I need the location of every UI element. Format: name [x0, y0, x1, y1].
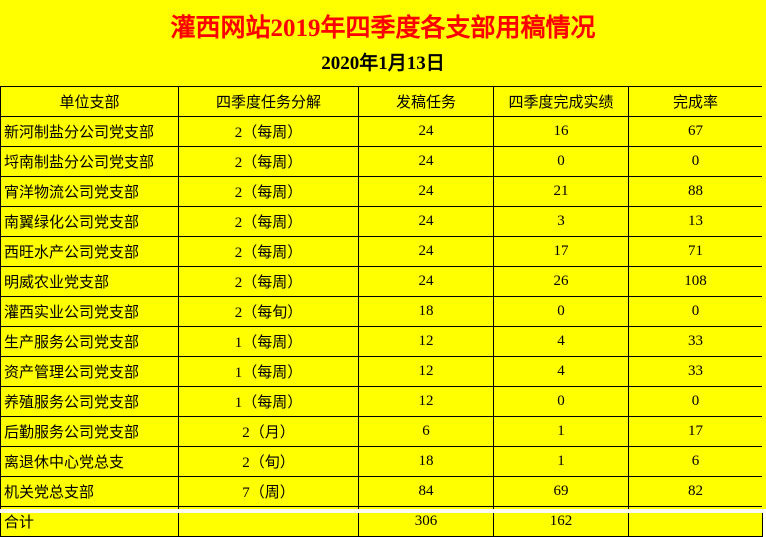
cell-unit: 离退休中心党总支 [0, 446, 179, 477]
table-row: 西旺水产公司党支部 2（每周） 24 17 71 [0, 236, 763, 267]
cell-unit: 养殖服务公司党支部 [0, 386, 179, 417]
cell-task-breakdown: 1（每周） [178, 386, 359, 417]
cell-actual: 0 [493, 146, 629, 177]
table-row: 后勤服务公司党支部 2（月） 6 1 17 [0, 416, 763, 447]
column-header-unit: 单位支部 [0, 86, 179, 117]
cell-actual: 0 [493, 296, 629, 327]
cell-rate: 33 [628, 356, 763, 387]
cell-actual: 3 [493, 206, 629, 237]
table-row: 新河制盐分公司党支部 2（每周） 24 16 67 [0, 116, 763, 147]
bottom-margin-strip [0, 509, 766, 513]
cell-rate: 67 [628, 116, 763, 147]
table-row: 生产服务公司党支部 1（每周） 12 4 33 [0, 326, 763, 357]
cell-actual: 0 [493, 386, 629, 417]
cell-unit: 明威农业党支部 [0, 266, 179, 297]
cell-task-breakdown: 2（每周） [178, 236, 359, 267]
cell-unit: 资产管理公司党支部 [0, 356, 179, 387]
page-title: 灌西网站2019年四季度各支部用稿情况 [170, 15, 596, 42]
cell-unit: 新河制盐分公司党支部 [0, 116, 179, 147]
cell-rate: 6 [628, 446, 763, 477]
table-row: 资产管理公司党支部 1（每周） 12 4 33 [0, 356, 763, 387]
cell-task-breakdown: 2（每周） [178, 266, 359, 297]
table-row: 南翼绿化公司党支部 2（每周） 24 3 13 [0, 206, 763, 237]
report-table-wrapper: 单位支部 四季度任务分解 发稿任务 四季度完成实绩 完成率 新河制盐分公司党支部… [0, 86, 763, 537]
cell-task-breakdown: 2（旬） [178, 446, 359, 477]
cell-task-breakdown: 1（每周） [178, 356, 359, 387]
cell-task-target: 84 [358, 476, 494, 507]
table-row: 养殖服务公司党支部 1（每周） 12 0 0 [0, 386, 763, 417]
cell-rate: 13 [628, 206, 763, 237]
cell-task-breakdown: 2（每周） [178, 116, 359, 147]
cell-rate: 33 [628, 326, 763, 357]
cell-rate: 88 [628, 176, 763, 207]
table-row: 埒南制盐分公司党支部 2（每周） 24 0 0 [0, 146, 763, 177]
table-row: 离退休中心党总支 2（旬） 18 1 6 [0, 446, 763, 477]
cell-unit: 生产服务公司党支部 [0, 326, 179, 357]
cell-task-breakdown: 2（每旬） [178, 296, 359, 327]
cell-actual: 26 [493, 266, 629, 297]
cell-actual: 17 [493, 236, 629, 267]
cell-actual: 69 [493, 476, 629, 507]
cell-task-target: 12 [358, 386, 494, 417]
column-header-rate: 完成率 [628, 86, 763, 117]
cell-task-breakdown: 2（每周） [178, 176, 359, 207]
cell-rate: 108 [628, 266, 763, 297]
cell-task-breakdown: 2（每周） [178, 206, 359, 237]
right-margin-strip [762, 86, 766, 509]
cell-task-target: 18 [358, 296, 494, 327]
cell-rate: 0 [628, 386, 763, 417]
table-header: 单位支部 四季度任务分解 发稿任务 四季度完成实绩 完成率 [0, 86, 763, 117]
cell-unit: 埒南制盐分公司党支部 [0, 146, 179, 177]
cell-unit: 宵洋物流公司党支部 [0, 176, 179, 207]
cell-unit: 机关党总支部 [0, 476, 179, 507]
cell-unit: 西旺水产公司党支部 [0, 236, 179, 267]
table-header-row: 单位支部 四季度任务分解 发稿任务 四季度完成实绩 完成率 [0, 86, 763, 117]
report-date: 2020年1月13日 [321, 53, 445, 74]
table-row: 机关党总支部 7（周） 84 69 82 [0, 476, 763, 507]
table-row: 灌西实业公司党支部 2（每旬） 18 0 0 [0, 296, 763, 327]
cell-task-target: 24 [358, 176, 494, 207]
cell-task-target: 24 [358, 236, 494, 267]
cell-actual: 1 [493, 446, 629, 477]
cell-rate: 71 [628, 236, 763, 267]
report-table: 单位支部 四季度任务分解 发稿任务 四季度完成实绩 完成率 新河制盐分公司党支部… [0, 86, 763, 537]
column-header-task-breakdown: 四季度任务分解 [178, 86, 359, 117]
cell-unit: 灌西实业公司党支部 [0, 296, 179, 327]
cell-actual: 4 [493, 326, 629, 357]
cell-task-target: 24 [358, 116, 494, 147]
cell-actual: 4 [493, 356, 629, 387]
cell-task-breakdown: 2（月） [178, 416, 359, 447]
cell-rate: 0 [628, 146, 763, 177]
cell-task-target: 24 [358, 266, 494, 297]
cell-task-target: 24 [358, 146, 494, 177]
cell-actual: 21 [493, 176, 629, 207]
title-block: 灌西网站2019年四季度各支部用稿情况 2020年1月13日 [0, 0, 766, 77]
cell-rate: 0 [628, 296, 763, 327]
cell-actual: 1 [493, 416, 629, 447]
cell-rate: 82 [628, 476, 763, 507]
cell-task-target: 24 [358, 206, 494, 237]
cell-task-breakdown: 7（周） [178, 476, 359, 507]
cell-task-target: 6 [358, 416, 494, 447]
column-header-task-target: 发稿任务 [358, 86, 494, 117]
table-row: 宵洋物流公司党支部 2（每周） 24 21 88 [0, 176, 763, 207]
table-row: 明威农业党支部 2（每周） 24 26 108 [0, 266, 763, 297]
cell-task-target: 12 [358, 326, 494, 357]
table-body: 新河制盐分公司党支部 2（每周） 24 16 67 埒南制盐分公司党支部 2（每周） 24 0 0… [0, 116, 763, 537]
cell-task-target: 12 [358, 356, 494, 387]
cell-task-breakdown: 1（每周） [178, 326, 359, 357]
cell-unit: 后勤服务公司党支部 [0, 416, 179, 447]
cell-actual: 16 [493, 116, 629, 147]
cell-rate: 17 [628, 416, 763, 447]
cell-unit: 南翼绿化公司党支部 [0, 206, 179, 237]
cell-task-target: 18 [358, 446, 494, 477]
column-header-actual: 四季度完成实绩 [493, 86, 629, 117]
cell-task-breakdown: 2（每周） [178, 146, 359, 177]
